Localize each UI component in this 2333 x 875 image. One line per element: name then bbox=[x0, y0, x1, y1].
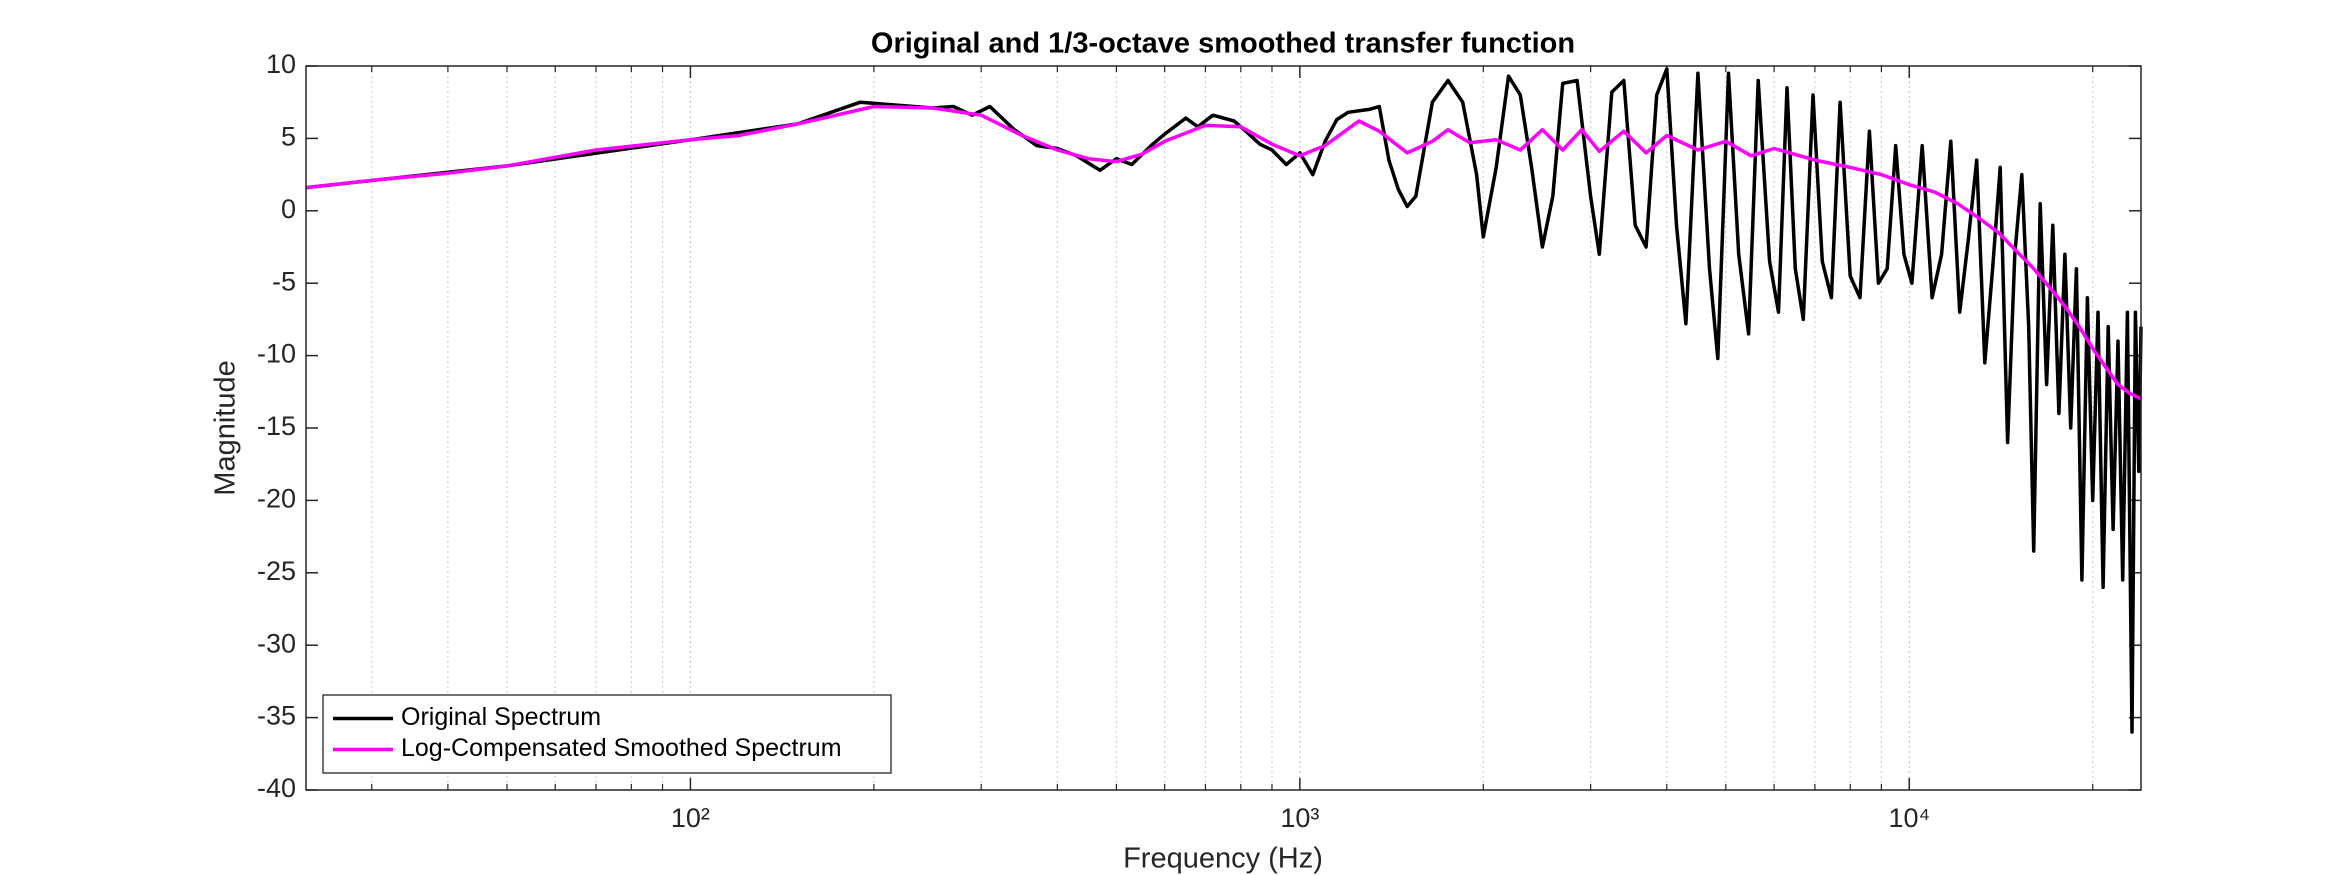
x-tick-label: 10² bbox=[671, 803, 710, 833]
y-tick-label: -5 bbox=[272, 266, 296, 296]
legend-label: Original Spectrum bbox=[401, 703, 601, 731]
x-tick-label: 10³ bbox=[1280, 803, 1319, 833]
y-tick-label: 10 bbox=[266, 49, 296, 79]
x-tick-label: 10⁴ bbox=[1888, 803, 1930, 833]
chart-title: Original and 1/3-octave smoothed transfe… bbox=[871, 28, 1575, 60]
y-tick-label: -30 bbox=[257, 628, 296, 658]
line-series bbox=[305, 104, 2142, 401]
y-tick-label: -10 bbox=[257, 339, 296, 369]
legend-label: Log-Compensated Smoothed Spectrum bbox=[401, 734, 842, 762]
y-tick-label: -20 bbox=[257, 484, 296, 514]
y-tick-label: -40 bbox=[257, 773, 296, 803]
axes-box bbox=[305, 65, 2142, 791]
legend-box bbox=[322, 694, 892, 774]
x-axis-label: Frequency (Hz) bbox=[1123, 843, 1323, 875]
line-series bbox=[305, 67, 2143, 734]
y-axis-label: Magnitude bbox=[210, 360, 242, 495]
y-tick-label: -25 bbox=[257, 556, 296, 586]
y-tick-label: -35 bbox=[257, 701, 296, 731]
y-tick-label: -15 bbox=[257, 411, 296, 441]
y-tick-label: 5 bbox=[281, 122, 296, 152]
y-tick-label: 0 bbox=[281, 194, 296, 224]
